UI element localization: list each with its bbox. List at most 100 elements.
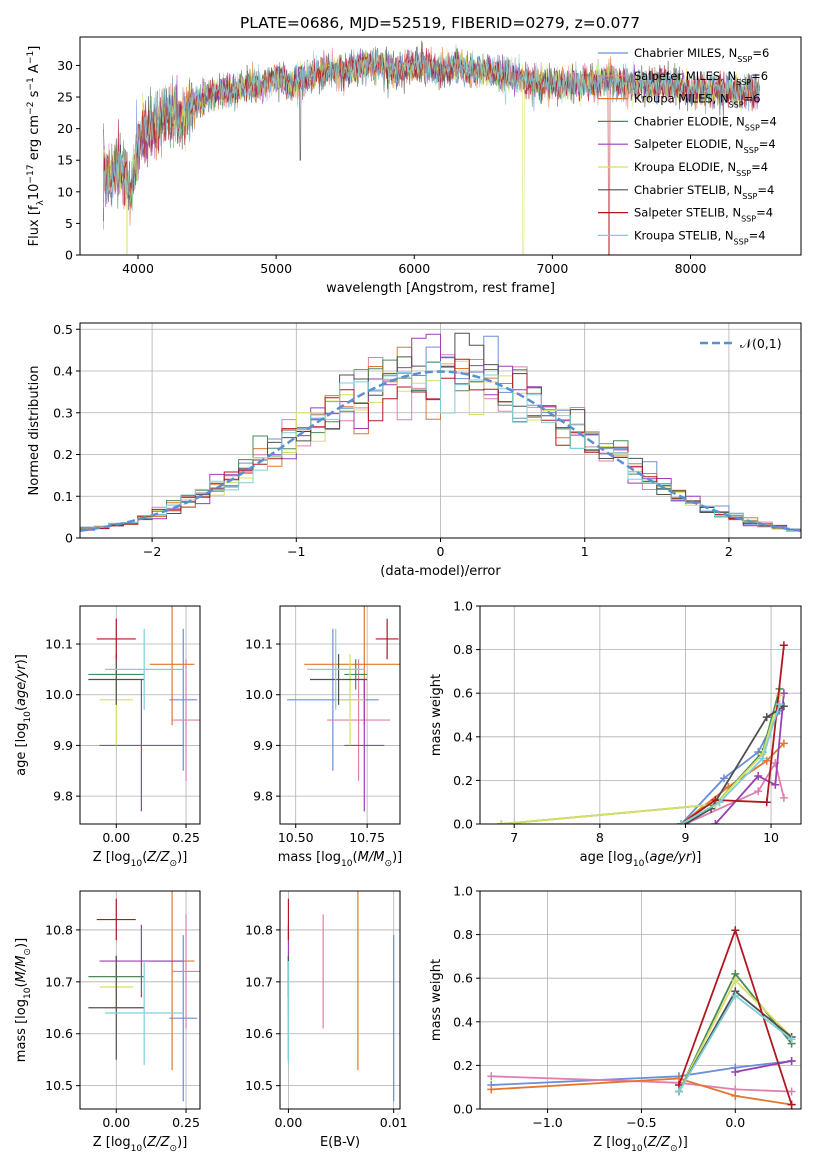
x-axis-label: mass [log10(M/M⊙)] — [278, 850, 402, 869]
y-tick-label: 1.0 — [453, 884, 473, 899]
weight-marker — [775, 700, 784, 709]
x-axis-label: Z [log10(Z/Z⊙)] — [593, 1135, 688, 1154]
x-tick-label: −1.0 — [532, 1115, 562, 1130]
weight-marker — [787, 1035, 796, 1044]
x-axis-label: Z [log10(Z/Z⊙)] — [93, 850, 188, 869]
y-axis-label: age [log10(age/yr)] — [14, 654, 33, 776]
weight-marker — [762, 756, 771, 765]
plot-area — [287, 606, 400, 812]
y-tick-label: 0.4 — [453, 729, 473, 744]
weight-line — [685, 760, 785, 824]
x-axis-label: age [log10(age/yr)] — [580, 850, 702, 869]
y-tick-label: 10.7 — [45, 974, 73, 989]
mass-age-axes — [276, 606, 400, 828]
x-tick-label: 8000 — [675, 261, 707, 276]
x-tick-label: 10.50 — [278, 830, 314, 845]
axes-frame — [479, 605, 802, 825]
y-axis-label: Flux [fλ10−17 erg cm−2 s−1 A−1] — [26, 46, 46, 247]
weight-marker — [754, 772, 763, 781]
y-tick-label: 10.0 — [45, 687, 73, 702]
x-tick-label: 0.25 — [172, 1115, 200, 1130]
z-mass-axes — [76, 891, 200, 1113]
x-tick-label: 1 — [581, 544, 589, 559]
axes-frame — [279, 605, 401, 825]
plot-area — [88, 891, 200, 1102]
x-tick-label: 10.75 — [349, 830, 385, 845]
weight-marker — [731, 926, 740, 935]
weight-marker — [787, 1100, 796, 1109]
x-tick-label: 5000 — [260, 261, 292, 276]
y-tick-label: 10.8 — [245, 922, 273, 937]
x-axis-label: wavelength [Angstrom, rest frame] — [326, 281, 555, 296]
weight-marker — [787, 1057, 796, 1066]
legend-entry: Chabrier STELIB, NSSP=4 — [634, 183, 774, 201]
weight-line — [491, 1075, 792, 1093]
x-axis-label: Z [log10(Z/Z⊙)] — [93, 1135, 188, 1154]
plot-area — [497, 641, 788, 824]
y-tick-label: 5 — [65, 216, 73, 231]
y-tick-label: 0.6 — [453, 971, 473, 986]
y-tick-label: 10.5 — [245, 1078, 273, 1093]
y-tick-label: 10.7 — [245, 974, 273, 989]
weight-marker — [779, 739, 788, 748]
weight-marker — [674, 1087, 683, 1096]
y-tick-label: 0 — [65, 531, 73, 546]
y-tick-label: 1.0 — [453, 599, 473, 614]
legend-entry: Chabrier MILES, NSSP=6 — [634, 46, 769, 64]
legend-entry: Kroupa STELIB, NSSP=4 — [634, 228, 766, 246]
x-axis-label: (data-model)/error — [380, 564, 501, 579]
weight-marker — [779, 689, 788, 698]
histogram-step — [80, 361, 801, 532]
spectrum-axes — [76, 64, 692, 259]
y-tick-label: 0.2 — [453, 1058, 473, 1073]
axes-frame — [479, 890, 802, 1110]
weight-line — [491, 1060, 792, 1086]
y-tick-label: 0.2 — [53, 447, 73, 462]
y-tick-label: 0.4 — [453, 1014, 473, 1029]
y-tick-label: 0.5 — [53, 322, 73, 337]
y-tick-label: 9.9 — [253, 738, 273, 753]
x-tick-label: −0.5 — [626, 1115, 656, 1130]
legend-entry: Salpeter ELODIE, NSSP=4 — [634, 137, 776, 155]
y-tick-label: 0.8 — [453, 642, 473, 657]
weight-marker — [487, 1085, 496, 1094]
axes-frame — [79, 322, 802, 539]
legend-entry: Chabrier ELODIE, NSSP=4 — [634, 114, 777, 131]
plot-area — [487, 926, 796, 1109]
y-tick-label: 10.0 — [245, 687, 273, 702]
x-tick-label: 9 — [681, 830, 689, 845]
x-tick-label: 7000 — [536, 261, 568, 276]
x-tick-label: 0.25 — [172, 830, 200, 845]
axes-frame — [79, 605, 201, 825]
y-tick-label: 10.1 — [245, 637, 273, 652]
weight-marker — [758, 754, 767, 763]
weight-marker — [779, 702, 788, 711]
weight-line — [501, 688, 781, 824]
legend-entry: 𝒩(0,1) — [740, 336, 782, 351]
x-tick-label: 10 — [763, 830, 779, 845]
weight-marker — [497, 820, 506, 824]
weight-marker — [715, 798, 724, 807]
x-tick-label: 8 — [596, 830, 604, 845]
weight-marker — [779, 793, 788, 802]
weight-marker — [677, 820, 686, 824]
legend-entry: Salpeter MILES, NSSP=6 — [634, 69, 768, 87]
y-axis-label: mass weight — [429, 959, 444, 1041]
x-tick-label: 0 — [437, 544, 445, 559]
weight-line — [714, 693, 785, 824]
axes-frame — [79, 890, 201, 1110]
y-tick-label: 0.2 — [453, 773, 473, 788]
y-tick-label: 10.8 — [45, 922, 73, 937]
y-tick-label: 25 — [57, 90, 73, 105]
weight-marker — [731, 991, 740, 1000]
x-tick-label: 0.01 — [380, 1115, 408, 1130]
y-tick-label: 0.3 — [53, 405, 73, 420]
ebv-mass-axes — [276, 891, 400, 1113]
x-tick-label: 0.0 — [725, 1115, 745, 1130]
weight-marker — [731, 976, 740, 985]
weight-marker — [762, 713, 771, 722]
weight-line — [684, 705, 785, 824]
x-tick-label: 0.00 — [102, 830, 130, 845]
x-tick-label: 6000 — [398, 261, 430, 276]
